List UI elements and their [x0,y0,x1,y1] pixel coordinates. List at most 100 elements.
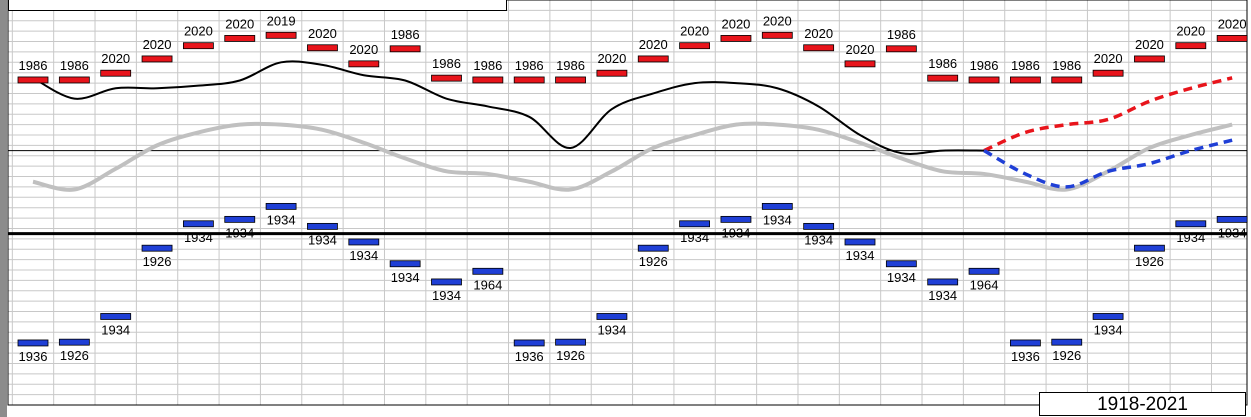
low-record-year-label: 1934 [846,248,875,263]
low-record-year-label: 1936 [515,349,544,364]
low-record-marker [1216,215,1248,223]
low-record-year-label: 1934 [680,230,709,245]
low-record-year-label: 1934 [887,270,916,285]
low-record-year-label: 1934 [101,322,130,337]
high-record-year-label: 1986 [1052,58,1081,73]
high-record-marker [141,55,173,63]
high-record-year-label: 2020 [1135,37,1164,52]
high-record-marker [596,69,628,77]
low-record-marker [17,339,49,347]
left-edge-bar [0,0,7,417]
actual-temperature-line [32,60,985,155]
low-record-year-label: 1934 [1218,225,1247,240]
high-record-marker [389,45,421,53]
high-record-year-label: 2020 [1218,16,1247,31]
low-record-year-label: 1934 [763,212,792,227]
low-record-marker [58,338,90,346]
high-record-marker [58,76,90,84]
high-record-marker [720,35,752,42]
low-record-year-label: 1934 [391,270,420,285]
low-record-year-label: 1926 [556,348,585,363]
high-record-year-label: 2020 [597,51,626,66]
low-record-year-label: 1934 [721,225,750,240]
high-record-marker [182,42,214,50]
chart-lines [32,60,1233,192]
low-record-year-label: 1936 [1011,349,1040,364]
low-record-year-label: 1934 [308,232,337,247]
low-record-marker [596,313,628,320]
high-record-year-label: 2019 [267,13,296,28]
high-record-marker [1134,55,1165,63]
high-record-marker [1175,42,1207,50]
high-record-marker [927,74,959,82]
high-record-year-label: 2020 [680,24,709,39]
low-record-marker [141,244,173,252]
high-record-year-label: 1986 [887,27,916,42]
high-record-year-label: 2020 [846,42,875,57]
low-record-year-label: 1934 [349,248,378,263]
high-record-marker [968,76,1000,84]
high-record-year-label: 2020 [308,26,337,41]
high-record-year-label: 1986 [970,58,999,73]
low-record-marker [224,215,256,223]
low-record-year-label: 1964 [473,277,502,292]
normal-temperature-line [32,121,1233,192]
high-record-marker [224,35,256,42]
low-record-year-label: 1934 [267,212,296,227]
low-record-year-label: 1926 [1135,254,1164,269]
high-record-year-label: 1986 [60,58,89,73]
low-record-marker [679,220,710,228]
low-record-marker [927,278,959,286]
high-record-year-label: 2020 [639,37,668,52]
chart-labels: 1986 1986 2020 2020 2020 2020 2019 2020 2020 1986… [19,13,1247,364]
high-record-marker [885,45,917,53]
high-record-year-label: 2020 [1176,24,1205,39]
high-record-year-label: 2020 [143,37,172,52]
low-record-marker [513,339,545,347]
high-record-year-label: 2020 [804,26,833,41]
low-record-year-label: 1964 [970,277,999,292]
low-record-year-label: 1934 [1094,322,1123,337]
high-record-year-label: 1986 [928,56,957,71]
low-record-year-label: 1926 [1052,348,1081,363]
high-record-year-label: 1986 [473,58,502,73]
low-record-marker [1175,220,1207,228]
low-record-year-label: 1936 [19,349,48,364]
high-record-year-label: 2020 [1094,51,1123,66]
forecast-low-line [983,138,1233,189]
period-range-label: 1918-2021 [1039,392,1246,416]
top-legend-frame [8,0,507,11]
high-record-year-label: 2020 [721,16,750,31]
high-record-year-label: 1986 [391,27,420,42]
high-record-year-label: 1986 [432,56,461,71]
low-record-marker [720,215,752,223]
high-record-marker [761,31,793,39]
high-record-year-label: 1986 [556,58,585,73]
high-record-marker [555,76,586,84]
high-record-year-label: 2020 [349,42,378,57]
low-record-marker [182,220,214,228]
low-record-marker [1092,313,1124,320]
high-record-marker [431,74,462,82]
high-record-marker [472,76,504,84]
high-record-marker [1216,35,1248,42]
low-record-year-label: 1934 [597,322,626,337]
high-record-year-label: 1986 [515,58,544,73]
high-record-marker [803,44,835,52]
high-record-year-label: 2020 [101,51,130,66]
high-record-marker [17,76,49,84]
high-record-marker [1010,76,1041,84]
chart-markers [17,31,1248,347]
low-record-marker [472,267,504,275]
plot-frame [7,0,1248,406]
low-record-marker [1010,339,1041,347]
low-record-year-label: 1934 [928,288,957,303]
low-record-marker [803,222,835,230]
high-record-marker [1092,69,1124,77]
high-record-marker [265,31,297,39]
low-record-marker [761,202,793,210]
high-record-year-label: 2020 [763,13,792,28]
high-record-marker [100,69,132,77]
